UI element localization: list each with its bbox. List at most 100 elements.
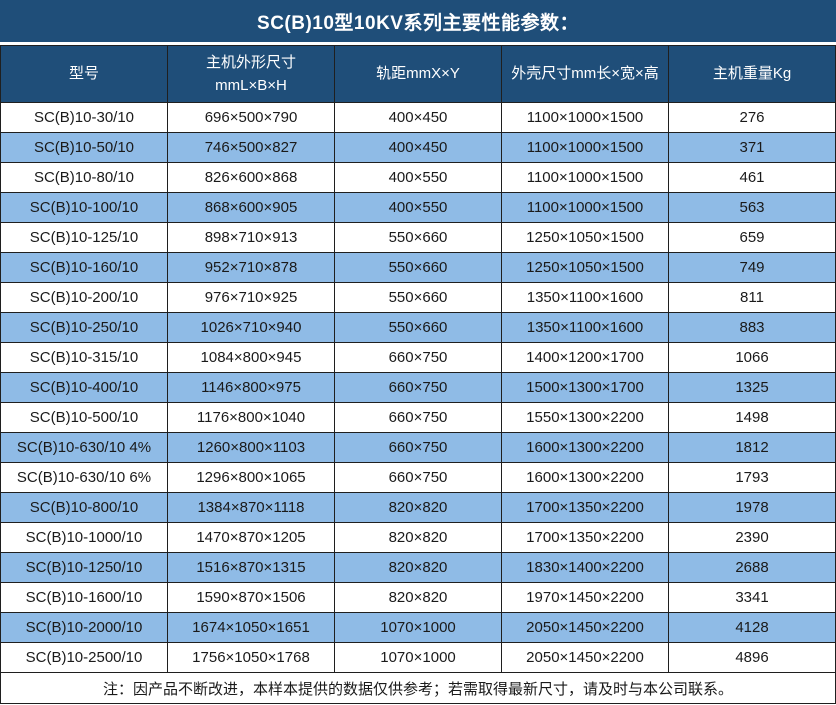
table-row: SC(B)10-630/10 4% 1260×800×1103 660×750 160… [0,432,836,463]
table-cell: 1100×1000×1500 [501,162,669,193]
table-cell: SC(B)10-1600/10 [0,582,168,613]
table-cell: 400×550 [334,162,502,193]
table-cell: 400×450 [334,132,502,163]
table-cell: 1250×1050×1500 [501,252,669,283]
table-cell: 461 [668,162,836,193]
table-row: SC(B)10-2000/10 1674×1050×1651 1070×1000 20… [0,612,836,643]
table-row: SC(B)10-2500/10 1756×1050×1768 1070×1000 20… [0,642,836,673]
table-cell: 4128 [668,612,836,643]
table-cell: 1516×870×1315 [167,552,335,583]
table-cell: 371 [668,132,836,163]
table-cell: 811 [668,282,836,313]
table-cell: 659 [668,222,836,253]
table-cell: SC(B)10-400/10 [0,372,168,403]
table-cell: SC(B)10-125/10 [0,222,168,253]
table-cell: 976×710×925 [167,282,335,313]
table-cell: 1500×1300×1700 [501,372,669,403]
table-cell: 749 [668,252,836,283]
table-row: SC(B)10-100/10 868×600×905 400×550 1100×100… [0,192,836,223]
table-cell: 400×450 [334,102,502,133]
table-row: SC(B)10-800/10 1384×870×1118 820×820 1700×1… [0,492,836,523]
table-row: SC(B)10-125/10 898×710×913 550×660 1250×105… [0,222,836,253]
table-cell: 883 [668,312,836,343]
table-cell: 3341 [668,582,836,613]
table-cell: 1674×1050×1651 [167,612,335,643]
footer-note: 注：因产品不断改进，本样本提供的数据仅供参考；若需取得最新尺寸，请及时与本公司联… [0,672,836,704]
table-cell: 1260×800×1103 [167,432,335,463]
table-cell: 1100×1000×1500 [501,102,669,133]
table-cell: SC(B)10-500/10 [0,402,168,433]
table-row: SC(B)10-250/10 1026×710×940 550×660 1350×11… [0,312,836,343]
table-cell: SC(B)10-2000/10 [0,612,168,643]
table-cell: 550×660 [334,222,502,253]
page-title: SC(B)10型10KV系列主要性能参数： [0,0,836,42]
table-cell: 868×600×905 [167,192,335,223]
table-cell: 1250×1050×1500 [501,222,669,253]
column-header: 型号 [0,45,168,103]
table-cell: 820×820 [334,552,502,583]
table-cell: 1100×1000×1500 [501,192,669,223]
table-cell: 820×820 [334,582,502,613]
table-cell: 826×600×868 [167,162,335,193]
table-cell: SC(B)10-800/10 [0,492,168,523]
table-cell: 1700×1350×2200 [501,522,669,553]
table-cell: 1812 [668,432,836,463]
table-cell: SC(B)10-1250/10 [0,552,168,583]
table-row: SC(B)10-1250/10 1516×870×1315 820×820 1830×… [0,552,836,583]
table-cell: SC(B)10-2500/10 [0,642,168,673]
table-cell: 2050×1450×2200 [501,612,669,643]
table-cell: 660×750 [334,462,502,493]
table-cell: 276 [668,102,836,133]
table-cell: SC(B)10-315/10 [0,342,168,373]
table-cell: 820×820 [334,522,502,553]
table-cell: 1978 [668,492,836,523]
table-cell: 1550×1300×2200 [501,402,669,433]
table-cell: 563 [668,192,836,223]
table-row: SC(B)10-400/10 1146×800×975 660×750 1500×13… [0,372,836,403]
table-cell: SC(B)10-80/10 [0,162,168,193]
table-cell: 1400×1200×1700 [501,342,669,373]
table-cell: 550×660 [334,252,502,283]
table-cell: SC(B)10-630/10 6% [0,462,168,493]
table-cell: 1600×1300×2200 [501,432,669,463]
specs-table: 型号 主机外形尺寸 mmL×B×H 轨距mmX×Y 外壳尺寸mm长×宽×高 主机重量Kg… [0,45,836,704]
table-cell: 1350×1100×1600 [501,282,669,313]
table-row: SC(B)10-30/10 696×500×790 400×450 1100×1000… [0,102,836,133]
table-cell: 1700×1350×2200 [501,492,669,523]
table-row: SC(B)10-1000/10 1470×870×1205 820×820 1700×… [0,522,836,553]
table-cell: 400×550 [334,192,502,223]
table-cell: 1070×1000 [334,612,502,643]
table-cell: 1070×1000 [334,642,502,673]
table-cell: 1756×1050×1768 [167,642,335,673]
table-row: SC(B)10-200/10 976×710×925 550×660 1350×110… [0,282,836,313]
table-cell: SC(B)10-1000/10 [0,522,168,553]
table-cell: 1066 [668,342,836,373]
table-cell: 1350×1100×1600 [501,312,669,343]
table-cell: 2390 [668,522,836,553]
table-cell: 1084×800×945 [167,342,335,373]
table-cell: 660×750 [334,342,502,373]
column-header: 主机重量Kg [668,45,836,103]
table-row: SC(B)10-630/10 6% 1296×800×1065 660×750 160… [0,462,836,493]
table-cell: SC(B)10-250/10 [0,312,168,343]
table-cell: 660×750 [334,402,502,433]
header-row: 型号 主机外形尺寸 mmL×B×H 轨距mmX×Y 外壳尺寸mm长×宽×高 主机重量Kg [0,45,836,103]
table-row: SC(B)10-80/10 826×600×868 400×550 1100×1000… [0,162,836,193]
table-cell: 1325 [668,372,836,403]
table-cell: SC(B)10-630/10 4% [0,432,168,463]
column-header: 轨距mmX×Y [334,45,502,103]
table-row: SC(B)10-315/10 1084×800×945 660×750 1400×12… [0,342,836,373]
table-cell: SC(B)10-160/10 [0,252,168,283]
table-cell: 1590×870×1506 [167,582,335,613]
column-header: 主机外形尺寸 mmL×B×H [167,45,335,103]
table-cell: 696×500×790 [167,102,335,133]
table-body: SC(B)10-30/10 696×500×790 400×450 1100×1000… [0,102,836,673]
table-row: SC(B)10-50/10 746×500×827 400×450 1100×1000… [0,132,836,163]
column-header: 外壳尺寸mm长×宽×高 [501,45,669,103]
table-cell: SC(B)10-100/10 [0,192,168,223]
table-row: SC(B)10-500/10 1176×800×1040 660×750 1550×1… [0,402,836,433]
table-cell: 1470×870×1205 [167,522,335,553]
table-cell: 550×660 [334,312,502,343]
table-cell: 1830×1400×2200 [501,552,669,583]
